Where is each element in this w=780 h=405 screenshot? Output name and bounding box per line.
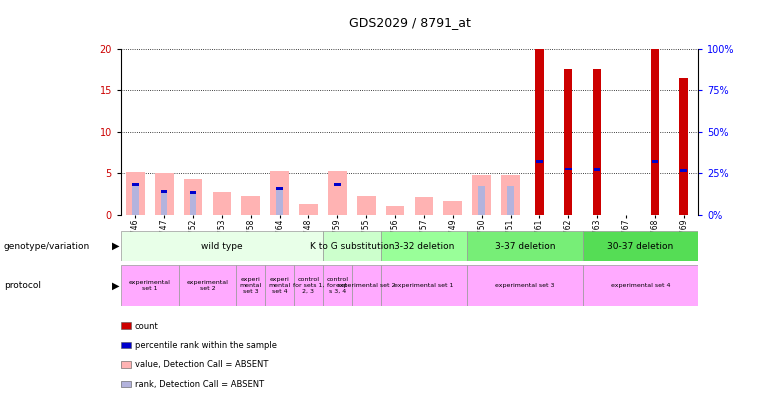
Bar bbox=[472, 175, 491, 215]
Bar bbox=[565, 168, 572, 171]
Text: count: count bbox=[135, 322, 158, 330]
Bar bbox=[594, 168, 601, 171]
Bar bbox=[121, 265, 179, 306]
Text: control
for set
s 3, 4: control for set s 3, 4 bbox=[326, 277, 349, 294]
Bar bbox=[161, 190, 168, 193]
Bar bbox=[270, 171, 289, 215]
Bar bbox=[132, 183, 139, 186]
Text: 3-37 deletion: 3-37 deletion bbox=[495, 241, 555, 251]
Bar bbox=[583, 265, 698, 306]
Text: 30-37 deletion: 30-37 deletion bbox=[608, 241, 673, 251]
Bar bbox=[328, 171, 347, 215]
Text: GDS2029 / 8791_at: GDS2029 / 8791_at bbox=[349, 16, 470, 29]
Bar bbox=[179, 265, 236, 306]
Text: rank, Detection Call = ABSENT: rank, Detection Call = ABSENT bbox=[135, 380, 264, 389]
Text: experi
mental
set 4: experi mental set 4 bbox=[268, 277, 291, 294]
Bar bbox=[190, 192, 197, 215]
Bar bbox=[443, 200, 463, 215]
Bar bbox=[323, 265, 352, 306]
Bar bbox=[212, 192, 232, 215]
Bar bbox=[294, 265, 323, 306]
Bar bbox=[414, 197, 434, 215]
Bar bbox=[352, 265, 381, 306]
Bar bbox=[535, 49, 544, 215]
Bar bbox=[276, 187, 283, 190]
Text: control
for sets 1,
2, 3: control for sets 1, 2, 3 bbox=[292, 277, 324, 294]
Bar bbox=[478, 185, 485, 215]
Text: experimental
set 1: experimental set 1 bbox=[129, 280, 171, 291]
Bar bbox=[593, 69, 601, 215]
Bar bbox=[126, 172, 145, 215]
Text: experi
mental
set 3: experi mental set 3 bbox=[239, 277, 262, 294]
Bar bbox=[161, 192, 168, 215]
Bar bbox=[651, 160, 658, 163]
Text: experimental set 3: experimental set 3 bbox=[495, 283, 555, 288]
Bar bbox=[236, 265, 265, 306]
Bar bbox=[381, 265, 467, 306]
Bar bbox=[190, 191, 197, 194]
Text: value, Detection Call = ABSENT: value, Detection Call = ABSENT bbox=[135, 360, 268, 369]
Text: wild type: wild type bbox=[201, 241, 243, 251]
Text: ▶: ▶ bbox=[112, 281, 119, 290]
Bar bbox=[183, 179, 203, 215]
Text: 3-32 deletion: 3-32 deletion bbox=[394, 241, 454, 251]
Text: K to G substitution: K to G substitution bbox=[310, 241, 394, 251]
Bar bbox=[154, 173, 174, 215]
Text: protocol: protocol bbox=[4, 281, 41, 290]
Bar bbox=[680, 169, 687, 172]
Bar bbox=[536, 160, 543, 163]
Bar bbox=[132, 185, 139, 215]
Bar bbox=[467, 265, 583, 306]
Bar bbox=[651, 49, 659, 215]
Bar bbox=[276, 188, 283, 215]
Bar bbox=[356, 196, 376, 215]
Text: experimental set 4: experimental set 4 bbox=[611, 283, 670, 288]
Bar bbox=[334, 183, 341, 186]
Bar bbox=[323, 231, 381, 261]
Bar bbox=[467, 231, 583, 261]
Bar bbox=[121, 231, 323, 261]
Bar bbox=[241, 196, 261, 215]
Bar bbox=[679, 78, 688, 215]
Text: percentile rank within the sample: percentile rank within the sample bbox=[135, 341, 277, 350]
Text: ▶: ▶ bbox=[112, 241, 119, 251]
Bar bbox=[501, 175, 520, 215]
Bar bbox=[507, 185, 514, 215]
Bar bbox=[583, 231, 698, 261]
Bar bbox=[381, 231, 467, 261]
Bar bbox=[385, 207, 405, 215]
Bar bbox=[564, 69, 573, 215]
Bar bbox=[299, 204, 318, 215]
Text: experimental set 1: experimental set 1 bbox=[394, 283, 454, 288]
Text: experimental set 2: experimental set 2 bbox=[336, 283, 396, 288]
Text: genotype/variation: genotype/variation bbox=[4, 241, 90, 251]
Bar bbox=[265, 265, 294, 306]
Text: experimental
set 2: experimental set 2 bbox=[186, 280, 229, 291]
